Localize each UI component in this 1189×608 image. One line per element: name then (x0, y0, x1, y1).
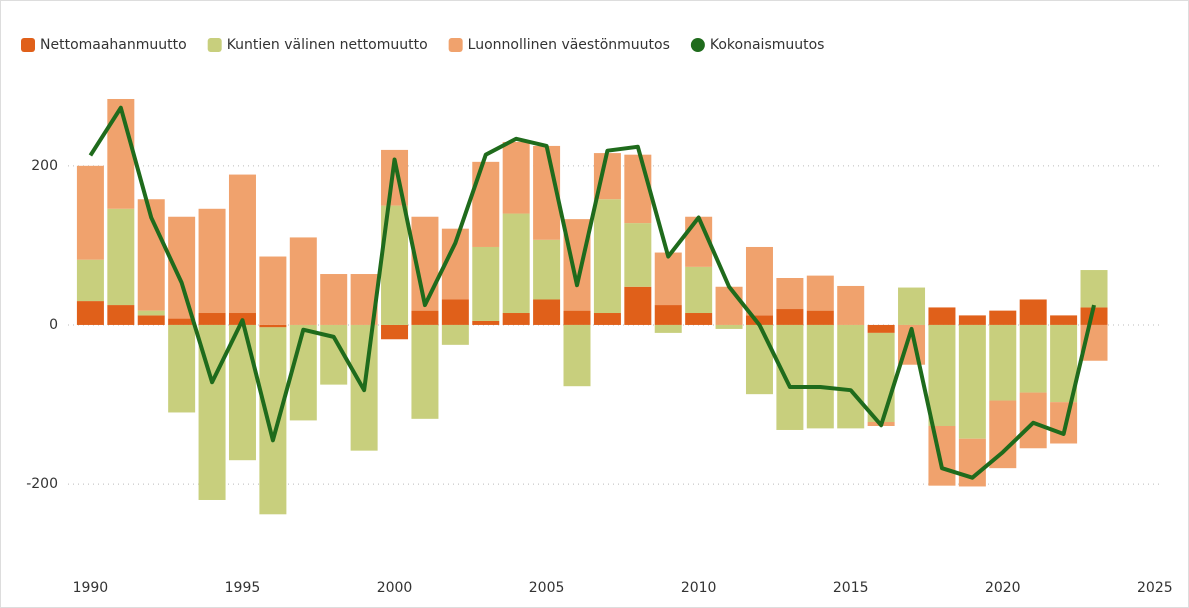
bar (624, 154, 652, 224)
bar (563, 310, 591, 325)
x-tick-label: 1990 (73, 580, 109, 596)
bar (76, 259, 104, 302)
bar (745, 246, 773, 316)
y-tick-label: 200 (31, 158, 58, 174)
bar (928, 324, 956, 426)
bar (928, 307, 956, 325)
x-tick-label: 2005 (529, 580, 565, 596)
bar (472, 320, 500, 325)
bar (806, 310, 834, 325)
bar (654, 324, 682, 333)
legend-label: Nettomaahanmuutto (40, 37, 187, 53)
bar (228, 324, 256, 461)
bar (928, 425, 956, 486)
bar (259, 324, 287, 328)
bar (989, 324, 1017, 401)
bar (411, 310, 439, 325)
bar (76, 165, 104, 260)
bar (1019, 324, 1047, 393)
x-tick-label: 1995 (225, 580, 261, 596)
bar (1019, 392, 1047, 449)
bar (806, 275, 834, 311)
legend-label: Kuntien välinen nettomuutto (227, 37, 428, 53)
bar (289, 324, 317, 421)
x-tick-label: 2000 (377, 580, 413, 596)
bar (289, 237, 317, 325)
bar (502, 141, 530, 214)
bar (776, 278, 804, 310)
x-tick-label: 2015 (833, 580, 869, 596)
y-tick-label: -200 (26, 476, 58, 492)
bar (1019, 299, 1047, 325)
bar (76, 301, 104, 325)
bar (685, 266, 713, 314)
bar (989, 310, 1017, 325)
bar (654, 252, 682, 306)
x-tick-label: 2020 (985, 580, 1021, 596)
bar (563, 219, 591, 311)
line (88, 105, 1096, 480)
bar (533, 239, 561, 300)
legend-swatch (690, 38, 705, 52)
bar (989, 400, 1017, 469)
bar (1050, 315, 1078, 325)
bar (198, 313, 226, 325)
bar (776, 324, 804, 430)
bar (411, 324, 439, 419)
bar (715, 286, 743, 325)
legend-label: Luonnollinen väestönmuutos (468, 37, 670, 53)
bar (441, 299, 469, 325)
legend-swatch (21, 38, 35, 52)
bar (533, 299, 561, 325)
legend-swatch (207, 38, 222, 52)
bar (472, 161, 500, 247)
bar (107, 208, 135, 306)
bar (168, 216, 196, 319)
bar (259, 327, 287, 515)
bar (107, 305, 135, 325)
bar (472, 246, 500, 321)
bar (776, 309, 804, 325)
bar (685, 313, 713, 325)
bar (563, 324, 591, 387)
bar (715, 324, 743, 329)
bar (381, 324, 409, 340)
bar (1050, 402, 1078, 444)
bar (168, 318, 196, 325)
bar (259, 256, 287, 325)
bar (107, 98, 135, 209)
bar (228, 174, 256, 314)
x-tick-label: 2025 (1137, 580, 1173, 596)
bar (898, 287, 926, 325)
bar (745, 315, 773, 325)
bar (624, 286, 652, 325)
bar (137, 310, 165, 316)
bar (1080, 307, 1108, 325)
bar (137, 315, 165, 325)
bar (593, 199, 621, 314)
x-tick-label: 2010 (681, 580, 717, 596)
legend-label: Kokonaismuutos (710, 37, 825, 53)
bar (745, 324, 773, 395)
bar (654, 305, 682, 325)
bar (1080, 270, 1108, 308)
legend-swatch (448, 38, 463, 52)
bar (958, 315, 986, 325)
bar (837, 324, 865, 429)
bar (441, 324, 469, 345)
y-tick-label: 0 (49, 317, 58, 333)
bar (867, 324, 895, 333)
bar (320, 274, 348, 325)
bar (502, 313, 530, 325)
bar (168, 324, 196, 413)
bar (502, 213, 530, 314)
bar (806, 324, 834, 429)
bar (867, 332, 895, 423)
bar (837, 285, 865, 325)
bar (198, 208, 226, 314)
bar (593, 313, 621, 325)
bar (958, 324, 986, 439)
bar (624, 223, 652, 287)
